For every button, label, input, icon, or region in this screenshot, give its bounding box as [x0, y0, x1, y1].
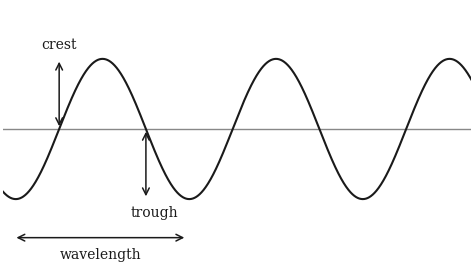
Text: trough: trough: [131, 206, 178, 220]
Text: wavelength: wavelength: [60, 248, 141, 262]
Text: crest: crest: [41, 38, 77, 52]
